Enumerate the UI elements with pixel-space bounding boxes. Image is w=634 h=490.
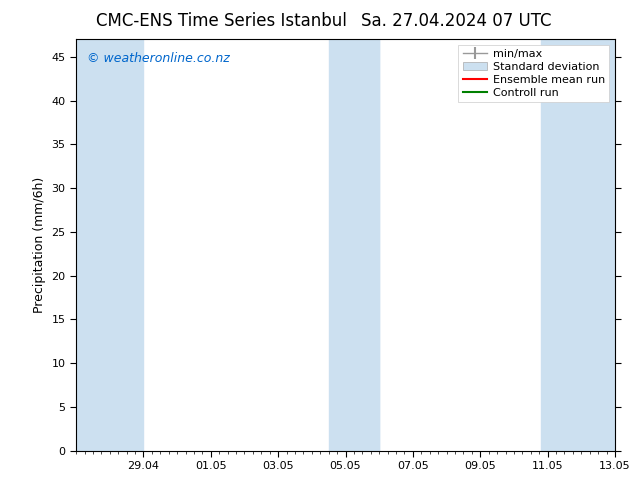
Text: © weatheronline.co.nz: © weatheronline.co.nz	[87, 51, 230, 65]
Bar	[541, 39, 615, 451]
Bar	[339, 39, 379, 451]
Legend: min/max, Standard deviation, Ensemble mean run, Controll run: min/max, Standard deviation, Ensemble me…	[458, 45, 609, 102]
Y-axis label: Precipitation (mm/6h): Precipitation (mm/6h)	[33, 177, 46, 313]
Text: CMC-ENS Time Series Istanbul: CMC-ENS Time Series Istanbul	[96, 12, 347, 30]
Bar	[328, 39, 379, 451]
Bar	[76, 39, 143, 451]
Text: Sa. 27.04.2024 07 UTC: Sa. 27.04.2024 07 UTC	[361, 12, 552, 30]
